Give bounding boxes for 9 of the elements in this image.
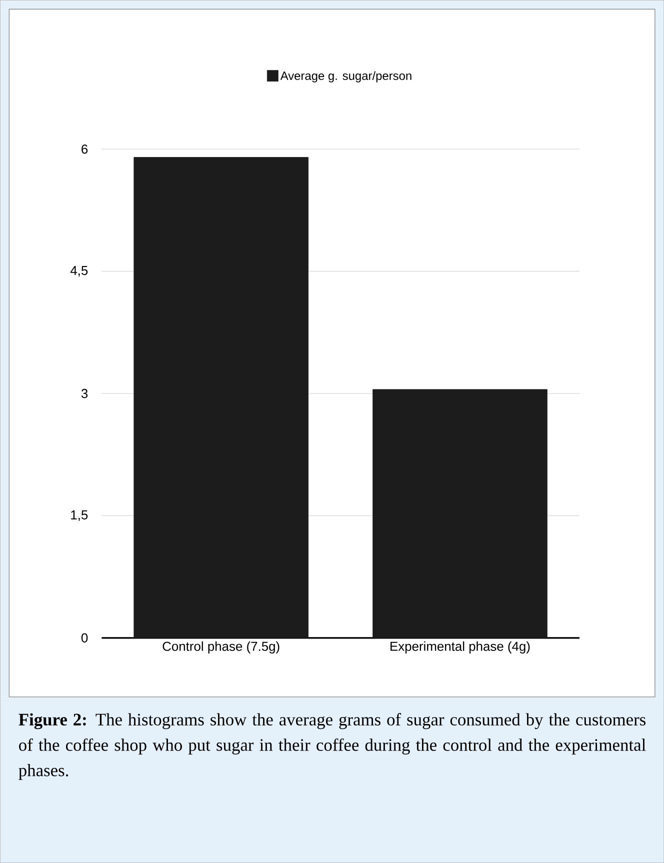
y-tick-label: 6 bbox=[82, 144, 88, 154]
x-tick-label: Control phase (7.5g) bbox=[162, 641, 280, 654]
legend-label: Average g. sugar/person bbox=[280, 71, 412, 82]
y-tick-label: 0 bbox=[81, 633, 88, 642]
y-tick-label: 3 bbox=[81, 388, 88, 398]
text: Figure 2: The histograms show the average grams of sugar consumed by the customers of the coffee shop who put sugar in their coffee during the control and the experimental phases. bbox=[18, 713, 646, 780]
x-tick-label: Experimental phase (4g) bbox=[390, 641, 530, 654]
y-tick-label: 4,5 bbox=[70, 266, 88, 277]
y-tick-label: 1,5 bbox=[71, 510, 88, 521]
